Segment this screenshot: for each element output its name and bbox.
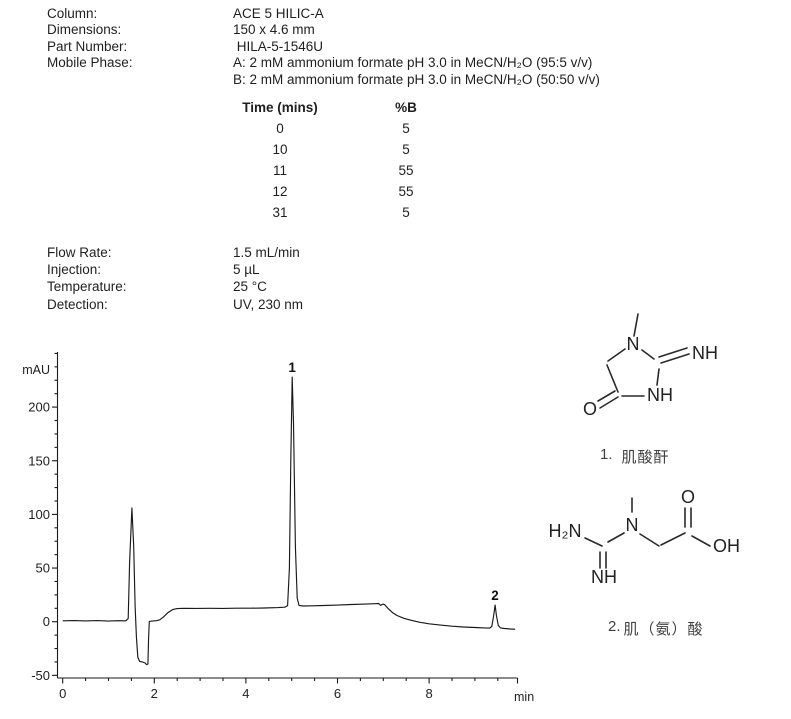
- x-tick-label: 8: [425, 686, 432, 701]
- chromatogram-trace: [62, 376, 516, 666]
- column-method-details: Column: ACE 5 HILIC-A Dimensions: 150 x 4.6…: [47, 6, 600, 88]
- bond-ch2-c: [660, 532, 686, 546]
- atom-o-label: O: [583, 399, 597, 419]
- bond-n-ch2: [639, 533, 660, 547]
- atom-o-label: O: [681, 487, 695, 507]
- field-row: Part Number: HILA-5-1546U: [47, 39, 600, 55]
- y-tick-label: 200: [28, 400, 50, 415]
- field-label: Flow Rate:: [47, 245, 112, 260]
- field-label: Column:: [47, 6, 98, 21]
- gradient-row: 12 55: [237, 181, 427, 202]
- field-label: [47, 72, 233, 88]
- atom-h2n-label: H₂N: [549, 521, 582, 541]
- y-tick-label: -50: [31, 668, 50, 683]
- gradient-cell: 31: [272, 205, 288, 220]
- y-axis-unit-label: mAU: [22, 363, 50, 377]
- field-label: Detection:: [47, 296, 108, 312]
- bond-c-n: [607, 532, 625, 543]
- gradient-cell: 55: [398, 163, 414, 178]
- gradient-header-cell: Time (mins): [242, 99, 318, 115]
- x-tick-label: 4: [242, 686, 249, 701]
- bond-ring: [641, 349, 655, 360]
- bond-n-methyl: [633, 313, 639, 337]
- x-tick-label: 0: [59, 686, 66, 701]
- field-row: Dimensions: 150 x 4.6 mm: [47, 22, 600, 38]
- y-tick-label: 0: [43, 614, 50, 629]
- field-row: Detection: UV, 230 nm: [47, 296, 303, 313]
- bond-ring: [606, 364, 619, 393]
- field-row: Mobile Phase: A: 2 mM ammonium formate pH…: [47, 55, 600, 71]
- caption-number: 1.: [600, 446, 613, 463]
- gradient-cell: 5: [402, 205, 410, 220]
- field-row: Temperature: 25 °C: [47, 278, 303, 295]
- field-row: Flow Rate: 1.5 mL/min: [47, 244, 303, 261]
- bond-ring: [656, 368, 660, 386]
- x-tick-label: 2: [151, 686, 158, 701]
- field-label: Injection:: [47, 262, 102, 278]
- gradient-cell: 55: [398, 184, 414, 199]
- field-label: Temperature:: [47, 279, 127, 295]
- bond-ring: [607, 348, 626, 362]
- field-label: Mobile Phase:: [47, 55, 133, 71]
- bond-h2n-c: [584, 537, 603, 547]
- x-axis-unit-label: min: [514, 690, 534, 704]
- chromatogram-plot: 0 2 4 6 8 -50 0 50 100 150 200 mAU min 1 2: [22, 352, 534, 704]
- y-tick-label: 100: [28, 507, 50, 522]
- atom-n-label: N: [626, 515, 639, 535]
- gradient-header-row: Time (mins) %B: [237, 96, 427, 118]
- atom-n-label: N: [627, 334, 640, 354]
- bond-c-oh: [691, 535, 711, 547]
- structure-creatine: H₂N N NH O OH: [549, 487, 741, 587]
- field-value: UV, 230 nm: [233, 296, 304, 312]
- field-value: ACE 5 HILIC-A: [233, 6, 324, 21]
- x-tick-label: 6: [334, 686, 341, 701]
- field-value: 5 µL: [233, 262, 260, 278]
- gradient-cell: 0: [276, 121, 284, 136]
- gradient-cell: 10: [272, 142, 288, 157]
- field-label: Dimensions:: [47, 22, 122, 38]
- structure-creatinine: N NH NH O: [583, 313, 718, 419]
- structure-1-caption: 1. 肌酸酐: [600, 446, 670, 467]
- field-row: Column: ACE 5 HILIC-A: [47, 6, 600, 22]
- gradient-cell: 5: [402, 142, 410, 157]
- caption-name: 肌（氨）酸: [623, 621, 704, 638]
- structure-2-caption: 2. 肌（氨）酸: [608, 618, 704, 639]
- field-value: 1.5 mL/min: [233, 245, 300, 260]
- bond-c-nh-double: [660, 353, 690, 364]
- field-value: 150 x 4.6 mm: [233, 22, 315, 38]
- bond-c-o-double: [597, 390, 616, 402]
- field-value: A: 2 mM ammonium formate pH 3.0 in MeCN/…: [233, 55, 593, 71]
- field-label: Part Number:: [47, 38, 128, 54]
- peak-label-1: 1: [288, 360, 296, 375]
- atom-nh-label: NH: [591, 567, 617, 587]
- gradient-header-cell: %B: [395, 99, 417, 115]
- run-conditions: Flow Rate: 1.5 mL/min Injection: 5 µL Temper…: [47, 244, 303, 313]
- field-row: Injection: 5 µL: [47, 261, 303, 278]
- atom-oh-label: OH: [713, 536, 740, 556]
- gradient-row: 11 55: [237, 160, 427, 181]
- gradient-cell: 11: [272, 163, 287, 178]
- gradient-row: 31 5: [237, 202, 427, 223]
- gradient-cell: 5: [402, 121, 410, 136]
- field-value: HILA-5-1546U: [233, 38, 324, 54]
- peak-label-2: 2: [491, 588, 499, 603]
- field-row: B: 2 mM ammonium formate pH 3.0 in MeCN/…: [47, 72, 600, 88]
- gradient-row: 10 5: [237, 139, 427, 160]
- caption-number: 2.: [608, 618, 621, 635]
- gradient-cell: 12: [272, 184, 288, 199]
- field-value: B: 2 mM ammonium formate pH 3.0 in MeCN/…: [233, 71, 600, 87]
- y-tick-label: 50: [36, 561, 50, 576]
- y-tick-label: 150: [28, 453, 50, 468]
- atom-nh-imine-label: NH: [692, 343, 718, 363]
- bond-c-nh-double: [658, 347, 688, 358]
- atom-nh-ring-label: NH: [647, 385, 673, 405]
- caption-name: 肌酸酐: [621, 449, 670, 466]
- gradient-table: Time (mins) %B 0 5 10 5 11 55 12 55 31 5: [237, 96, 427, 223]
- field-value: 25 °C: [233, 279, 267, 295]
- bond-c-o-double: [599, 396, 619, 409]
